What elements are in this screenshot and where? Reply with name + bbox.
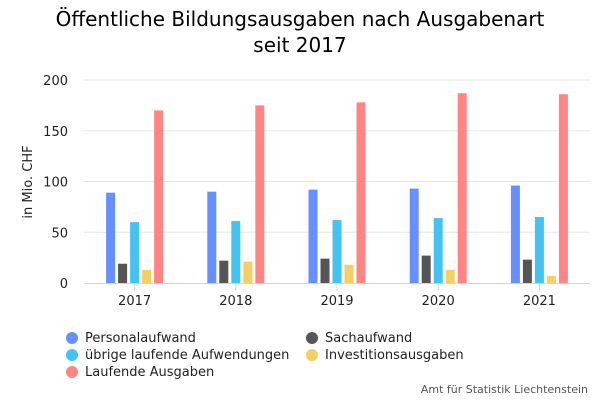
legend-marker-icon <box>66 332 78 344</box>
x-tick-label: 2019 <box>320 294 353 309</box>
x-tick-label: 2021 <box>523 294 556 309</box>
bar-investitionsausgaben-2019[interactable]: Investitionsausgaben 2019: 18 <box>344 264 354 283</box>
chart-title-line-1: Öffentliche Bildungsausgaben nach Ausgab… <box>55 7 545 31</box>
legend-item[interactable]: Investitionsausgaben <box>306 346 464 364</box>
chart-title: Öffentliche Bildungsausgaben nach Ausgab… <box>0 6 600 58</box>
bar-investitionsausgaben-2021[interactable]: Investitionsausgaben 2021: 7 <box>546 275 556 283</box>
legend-item[interactable]: Personalaufwand <box>66 329 196 347</box>
x-tick-label: 2018 <box>219 294 252 309</box>
x-tick-label: 2017 <box>118 294 151 309</box>
bar-laufende-ausgaben-2019[interactable]: Laufende Ausgaben 2019: 178 <box>356 102 366 283</box>
y-tick-label: 150 <box>43 125 68 140</box>
bar-sachaufwand-2021[interactable]: Sachaufwand 2021: 23 <box>522 259 532 283</box>
bar-sachaufwand-2017[interactable]: Sachaufwand 2017: 19 <box>118 263 128 283</box>
bar-laufende-ausgaben-2020[interactable]: Laufende Ausgaben 2020: 187 <box>457 93 467 283</box>
legend-marker-icon <box>306 349 318 361</box>
legend-label: übrige laufende Aufwendungen <box>85 347 290 363</box>
bar-sachaufwand-2019[interactable]: Sachaufwand 2019: 24 <box>320 258 330 283</box>
y-tick-label: 200 <box>43 74 68 89</box>
bar-personalaufwand-2021[interactable]: Personalaufwand 2021: 96 <box>510 185 520 283</box>
bar-übrige-laufende-aufwendungen-2017[interactable]: übrige laufende Aufwendungen 2017: 60 <box>130 222 140 283</box>
bars: Personalaufwand 2017: 89Sachaufwand 2017… <box>106 93 568 284</box>
bar-investitionsausgaben-2018[interactable]: Investitionsausgaben 2018: 21 <box>243 261 253 283</box>
chart-title-line-2: seit 2017 <box>253 33 347 57</box>
bar-übrige-laufende-aufwendungen-2018[interactable]: übrige laufende Aufwendungen 2018: 61 <box>231 221 241 283</box>
y-tick-label: 50 <box>51 226 68 241</box>
bar-investitionsausgaben-2020[interactable]: Investitionsausgaben 2020: 13 <box>445 269 455 283</box>
bar-sachaufwand-2018[interactable]: Sachaufwand 2018: 22 <box>219 260 229 283</box>
bar-laufende-ausgaben-2018[interactable]: Laufende Ausgaben 2018: 175 <box>255 105 265 283</box>
bar-personalaufwand-2017[interactable]: Personalaufwand 2017: 89 <box>106 192 116 283</box>
bar-laufende-ausgaben-2021[interactable]: Laufende Ausgaben 2021: 186 <box>558 94 568 284</box>
legend-label: Laufende Ausgaben <box>85 364 215 380</box>
legend-item[interactable]: Sachaufwand <box>306 329 412 347</box>
legend-label: Personalaufwand <box>85 330 196 346</box>
bar-übrige-laufende-aufwendungen-2020[interactable]: übrige laufende Aufwendungen 2020: 64 <box>433 218 443 283</box>
legend-label: Investitionsausgaben <box>325 347 464 363</box>
bar-laufende-ausgaben-2017[interactable]: Laufende Ausgaben 2017: 170 <box>154 110 164 283</box>
legend-item[interactable]: Laufende Ausgaben <box>66 363 214 381</box>
bar-übrige-laufende-aufwendungen-2019[interactable]: übrige laufende Aufwendungen 2019: 62 <box>332 220 342 283</box>
bar-group-2021: Personalaufwand 2021: 96Sachaufwand 2021… <box>510 94 568 284</box>
bar-personalaufwand-2019[interactable]: Personalaufwand 2019: 92 <box>308 189 318 283</box>
legend-item[interactable]: übrige laufende Aufwendungen <box>66 346 289 364</box>
bar-group-2018: Personalaufwand 2018: 90Sachaufwand 2018… <box>207 105 265 283</box>
bar-sachaufwand-2020[interactable]: Sachaufwand 2020: 27 <box>421 255 431 283</box>
bar-group-2017: Personalaufwand 2017: 89Sachaufwand 2017… <box>106 110 164 283</box>
bar-übrige-laufende-aufwendungen-2021[interactable]: übrige laufende Aufwendungen 2021: 65 <box>534 217 544 283</box>
bar-personalaufwand-2018[interactable]: Personalaufwand 2018: 90 <box>207 191 217 283</box>
bar-group-2019: Personalaufwand 2019: 92Sachaufwand 2019… <box>308 102 366 283</box>
legend-marker-icon <box>66 366 78 378</box>
y-tick-label: 100 <box>43 176 68 191</box>
bar-investitionsausgaben-2017[interactable]: Investitionsausgaben 2017: 13 <box>142 269 152 283</box>
legend-label: Sachaufwand <box>325 330 413 346</box>
y-tick-label: 0 <box>60 277 68 292</box>
source-credit: Amt für Statistik Liechtenstein <box>420 383 588 396</box>
legend-marker-icon <box>66 349 78 361</box>
legend-marker-icon <box>306 332 318 344</box>
y-axis-ticks: 0 50 100 150 200 <box>43 74 68 292</box>
x-axis: 2017 2018 2019 2020 2021 <box>84 283 590 309</box>
bar-personalaufwand-2020[interactable]: Personalaufwand 2020: 93 <box>409 188 419 283</box>
bar-group-2020: Personalaufwand 2020: 93Sachaufwand 2020… <box>409 93 467 283</box>
y-axis-label: in Mio. CHF <box>21 145 36 218</box>
x-tick-label: 2020 <box>422 294 455 309</box>
